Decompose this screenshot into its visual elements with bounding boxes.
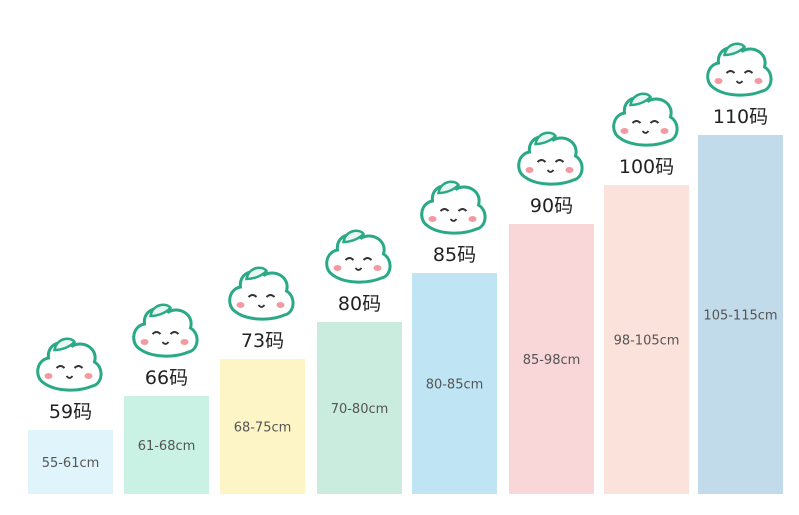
mascot-eye xyxy=(362,257,373,261)
mascot-cheek xyxy=(140,339,149,345)
size-bar xyxy=(412,273,497,494)
mascot-eye xyxy=(73,365,84,369)
size-range: 98-105cm xyxy=(614,334,680,349)
size-bar xyxy=(124,396,209,494)
mascot-eye xyxy=(344,257,355,261)
size-range: 55-61cm xyxy=(42,456,100,471)
mascot-eye xyxy=(649,120,660,124)
mascot-mouth xyxy=(354,267,363,271)
mascot-cheek xyxy=(714,78,723,84)
size-label: 85码 xyxy=(433,244,476,266)
mascot-leaf xyxy=(149,303,173,318)
mascot-cheek xyxy=(754,78,763,84)
size-label: 100码 xyxy=(619,156,674,178)
mascot-mouth xyxy=(257,304,266,308)
size-bar xyxy=(28,430,113,494)
mascot-mouth xyxy=(161,341,170,345)
size-label: 90码 xyxy=(530,195,573,217)
mascot-mouth xyxy=(449,218,458,222)
size-bar xyxy=(698,135,783,494)
mascot xyxy=(325,229,392,284)
mascot-cheek xyxy=(428,216,437,222)
size-label: 59码 xyxy=(49,401,92,423)
mascot-cheek xyxy=(373,265,382,271)
mascot xyxy=(132,303,199,358)
mascot-eye xyxy=(55,365,66,369)
size-range: 68-75cm xyxy=(234,421,292,436)
mascot xyxy=(420,180,487,235)
mascot-cheek xyxy=(333,265,342,271)
size-label: 80码 xyxy=(338,293,381,315)
size-label: 110码 xyxy=(713,106,768,128)
size-bar xyxy=(509,224,594,494)
mascot-cheek xyxy=(84,373,93,379)
mascot-cheek xyxy=(620,128,629,134)
mascot-eye xyxy=(169,331,180,335)
mascot xyxy=(228,266,295,321)
mascot-leaf xyxy=(245,266,269,281)
mascot-body xyxy=(420,184,487,235)
mascot-body xyxy=(325,233,392,284)
mascot xyxy=(517,131,584,186)
mascot-cheek xyxy=(565,167,574,173)
mascot-leaf xyxy=(629,92,653,107)
mascot-cheek xyxy=(44,373,53,379)
mascot-cheek xyxy=(468,216,477,222)
mascot xyxy=(36,337,103,392)
mascot-body xyxy=(132,307,199,358)
size-range: 105-115cm xyxy=(703,309,777,324)
size-bar xyxy=(220,359,305,494)
size-label: 66码 xyxy=(145,367,188,389)
mascot-leaf xyxy=(53,337,77,352)
mascot-body xyxy=(228,270,295,321)
mascot-body xyxy=(612,96,679,147)
mascot xyxy=(612,92,679,147)
mascot xyxy=(706,42,773,97)
mascot-leaf xyxy=(342,229,366,244)
mascot-cheek xyxy=(660,128,669,134)
mascot-eye xyxy=(265,294,276,298)
size-range: 80-85cm xyxy=(426,378,484,393)
mascot-eye xyxy=(247,294,258,298)
mascot-eye xyxy=(725,70,736,74)
size-label: 73码 xyxy=(241,330,284,352)
mascot-body xyxy=(517,135,584,186)
mascot-cheek xyxy=(276,302,285,308)
mascot-cheek xyxy=(180,339,189,345)
mascot-eye xyxy=(554,159,565,163)
mascot-body xyxy=(36,341,103,392)
mascot-leaf xyxy=(723,42,747,57)
mascot-mouth xyxy=(735,80,744,84)
mascot-eye xyxy=(151,331,162,335)
size-range: 61-68cm xyxy=(138,439,196,454)
size-range: 85-98cm xyxy=(523,353,581,368)
mascot-leaf xyxy=(437,180,461,195)
mascot-body xyxy=(706,46,773,97)
mascot-eye xyxy=(439,208,450,212)
mascot-leaf xyxy=(534,131,558,146)
mascot-mouth xyxy=(65,375,74,379)
mascot-eye xyxy=(536,159,547,163)
mascot-eye xyxy=(743,70,754,74)
mascot-eye xyxy=(631,120,642,124)
size-bar xyxy=(604,185,689,494)
size-range: 70-80cm xyxy=(331,402,389,417)
mascot-mouth xyxy=(546,169,555,173)
mascot-cheek xyxy=(236,302,245,308)
mascot-cheek xyxy=(525,167,534,173)
size-bar xyxy=(317,322,402,494)
mascot-eye xyxy=(457,208,468,212)
mascot-mouth xyxy=(641,130,650,134)
